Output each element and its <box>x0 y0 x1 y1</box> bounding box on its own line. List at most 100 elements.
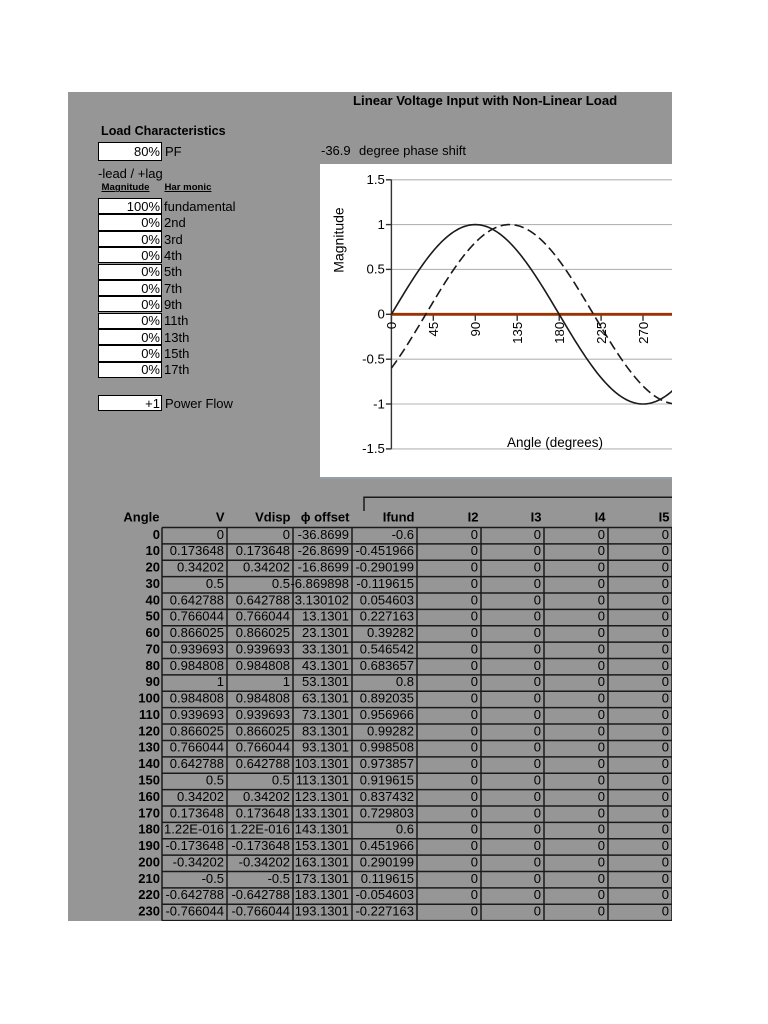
svg-text:0: 0 <box>471 789 478 804</box>
svg-text:-0.6: -0.6 <box>392 527 414 542</box>
svg-text:0.866025: 0.866025 <box>170 723 224 738</box>
svg-text:0.683657: 0.683657 <box>360 658 414 673</box>
svg-text:100: 100 <box>138 691 160 706</box>
svg-text:0: 0 <box>534 904 541 919</box>
svg-text:0: 0 <box>598 609 605 624</box>
svg-text:-0.766044: -0.766044 <box>231 904 290 919</box>
svg-text:150: 150 <box>138 773 160 788</box>
svg-text:163.1301: 163.1301 <box>295 854 349 869</box>
svg-text:0: 0 <box>598 543 605 558</box>
svg-text:60: 60 <box>146 625 160 640</box>
svg-text:0: 0 <box>598 773 605 788</box>
svg-text:0: 0 <box>471 723 478 738</box>
svg-text:30: 30 <box>146 576 160 591</box>
svg-text:3.130102: 3.130102 <box>295 592 349 607</box>
svg-text:0: 0 <box>662 887 669 902</box>
svg-text:0: 0 <box>534 805 541 820</box>
svg-text:135: 135 <box>510 322 525 344</box>
svg-text:ϕ offset: ϕ offset <box>301 509 350 524</box>
svg-text:0.984808: 0.984808 <box>170 691 224 706</box>
svg-text:93.1301: 93.1301 <box>302 740 349 755</box>
svg-text:0: 0 <box>598 887 605 902</box>
svg-text:-6.869898: -6.869898 <box>290 576 349 591</box>
svg-text:Angle: Angle <box>123 509 159 524</box>
svg-text:103.1301: 103.1301 <box>295 756 349 771</box>
svg-text:170: 170 <box>138 805 160 820</box>
svg-text:23.1301: 23.1301 <box>302 625 349 640</box>
svg-text:-16.8699: -16.8699 <box>298 560 349 575</box>
svg-text:0: 0 <box>471 707 478 722</box>
svg-text:0: 0 <box>598 560 605 575</box>
svg-text:210: 210 <box>138 871 160 886</box>
svg-text:-0.34202: -0.34202 <box>239 854 290 869</box>
svg-text:53.1301: 53.1301 <box>302 674 349 689</box>
svg-text:0.642788: 0.642788 <box>236 592 290 607</box>
svg-text:-0.119615: -0.119615 <box>356 576 414 591</box>
svg-text:173.1301: 173.1301 <box>295 871 349 886</box>
svg-text:270: 270 <box>636 322 651 344</box>
svg-text:0.642788: 0.642788 <box>170 592 224 607</box>
svg-text:183.1301: 183.1301 <box>295 887 349 902</box>
svg-text:50: 50 <box>146 609 160 624</box>
svg-text:0: 0 <box>534 691 541 706</box>
svg-text:0.99282: 0.99282 <box>367 723 414 738</box>
svg-text:0.5: 0.5 <box>206 773 224 788</box>
svg-text:I2: I2 <box>468 509 479 524</box>
svg-text:0: 0 <box>534 854 541 869</box>
svg-text:-0.227163: -0.227163 <box>355 904 414 919</box>
svg-text:0: 0 <box>662 609 669 624</box>
svg-text:143.1301: 143.1301 <box>295 822 349 837</box>
svg-text:200: 200 <box>138 854 160 869</box>
svg-text:-0.5: -0.5 <box>202 871 224 886</box>
svg-text:0.642788: 0.642788 <box>170 756 224 771</box>
svg-text:0: 0 <box>598 642 605 657</box>
svg-text:0: 0 <box>534 560 541 575</box>
svg-text:-0.451966: -0.451966 <box>355 543 414 558</box>
svg-text:Vdisp: Vdisp <box>255 509 290 524</box>
svg-text:40: 40 <box>146 592 160 607</box>
svg-text:0.866025: 0.866025 <box>170 625 224 640</box>
svg-text:0: 0 <box>471 560 478 575</box>
svg-text:13.1301: 13.1301 <box>302 609 349 624</box>
svg-text:80: 80 <box>146 658 160 673</box>
svg-text:113.1301: 113.1301 <box>296 773 349 788</box>
svg-text:0: 0 <box>534 740 541 755</box>
svg-text:160: 160 <box>138 789 160 804</box>
svg-text:0.919615: 0.919615 <box>360 773 414 788</box>
svg-text:0.998508: 0.998508 <box>360 740 414 755</box>
svg-text:0: 0 <box>534 871 541 886</box>
svg-text:-0.290199: -0.290199 <box>355 560 414 575</box>
svg-text:63.1301: 63.1301 <box>302 691 349 706</box>
svg-text:0: 0 <box>598 904 605 919</box>
svg-text:0: 0 <box>378 307 385 322</box>
svg-text:-0.173648: -0.173648 <box>165 838 224 853</box>
svg-text:0: 0 <box>662 854 669 869</box>
svg-text:0.5: 0.5 <box>206 576 224 591</box>
svg-text:0.729803: 0.729803 <box>360 805 414 820</box>
svg-text:1.22E-016: 1.22E-016 <box>230 822 290 837</box>
svg-text:-0.34202: -0.34202 <box>173 854 224 869</box>
svg-text:0: 0 <box>534 789 541 804</box>
svg-text:0: 0 <box>471 658 478 673</box>
svg-text:0: 0 <box>598 527 605 542</box>
svg-text:0: 0 <box>598 854 605 869</box>
svg-text:45: 45 <box>426 322 441 337</box>
svg-text:0: 0 <box>598 592 605 607</box>
svg-text:-0.054603: -0.054603 <box>355 887 414 902</box>
svg-text:0: 0 <box>662 740 669 755</box>
svg-text:0: 0 <box>662 642 669 657</box>
svg-text:0.892035: 0.892035 <box>360 691 414 706</box>
svg-text:0: 0 <box>534 625 541 640</box>
svg-text:1.22E-016: 1.22E-016 <box>164 822 224 837</box>
svg-text:130: 130 <box>138 740 160 755</box>
svg-text:0: 0 <box>662 789 669 804</box>
svg-text:0: 0 <box>534 674 541 689</box>
svg-text:0: 0 <box>598 658 605 673</box>
svg-text:0: 0 <box>598 822 605 837</box>
svg-text:0: 0 <box>471 838 478 853</box>
svg-text:0: 0 <box>534 756 541 771</box>
svg-text:0: 0 <box>662 625 669 640</box>
svg-text:0: 0 <box>598 756 605 771</box>
svg-text:-1: -1 <box>373 396 385 411</box>
svg-text:0: 0 <box>471 543 478 558</box>
